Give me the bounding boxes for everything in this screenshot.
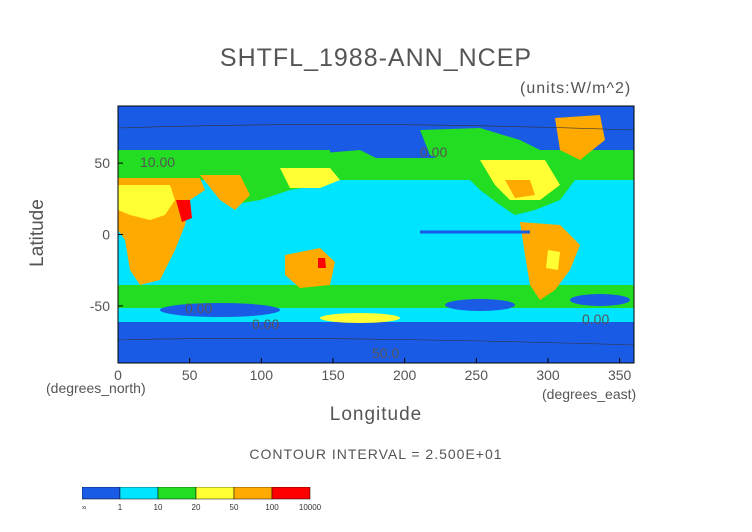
- contour-label: 0.00: [252, 316, 279, 332]
- contour-interval-label: CONTOUR INTERVAL = 2.500E+01: [249, 446, 503, 462]
- colorbar-segment: [233, 487, 273, 500]
- x-tick-label: 100: [250, 367, 274, 383]
- colorbar-label: 20: [192, 503, 201, 512]
- x-tick-label: 200: [393, 367, 417, 383]
- colorbar-label: 100: [265, 503, 279, 512]
- x-tick-label: 250: [465, 367, 489, 383]
- colorbar-label: 1: [118, 503, 123, 512]
- heatmap-plot: 10.00 0.00 0.00 0.00 0.00 50.0 0 50 100 150…: [90, 105, 635, 383]
- y-tick-label: 50: [94, 155, 110, 171]
- x-tick-label: 300: [536, 367, 560, 383]
- y-tick-label: -50: [90, 298, 110, 314]
- colorbar-segment: [195, 487, 235, 500]
- x-axis-label: Longitude: [329, 404, 423, 425]
- colorbar: -∞ 1 10 20 50 100 10000: [82, 487, 322, 512]
- contour-label: 0.00: [185, 300, 212, 316]
- x-tick-label: 150: [321, 367, 345, 383]
- heatmap-field: [118, 106, 634, 363]
- units-label: (units:W/m^2): [520, 80, 632, 97]
- colorbar-label: 50: [230, 503, 239, 512]
- colorbar-label: 10: [154, 503, 163, 512]
- x-tick-label: 50: [182, 367, 198, 383]
- colorbar-label: 10000: [299, 503, 322, 512]
- y-axis-ticks: 50 0 -50: [90, 155, 123, 314]
- contour-label: 10.00: [140, 154, 175, 170]
- x-tick-label: 0: [114, 367, 122, 383]
- chart-title: SHTFL_1988-ANN_NCEP: [219, 44, 533, 72]
- x-axis-ticks: 0 50 100 150 200 250 300 350: [114, 358, 632, 383]
- colorbar-segment: [157, 487, 197, 500]
- x-units-left-label: (degrees_north): [46, 380, 146, 396]
- colorbar-segment: [119, 487, 159, 500]
- y-tick-label: 0: [102, 227, 110, 243]
- contour-label: 0.00: [582, 311, 609, 327]
- x-units-right-label: (degrees_east): [542, 386, 637, 402]
- contour-label: 0.00: [420, 144, 447, 160]
- colorbar-segment: [271, 487, 311, 500]
- colorbar-segment: [82, 487, 121, 500]
- colorbar-label: -∞: [82, 503, 86, 512]
- x-tick-label: 350: [608, 367, 632, 383]
- contour-label: 50.0: [372, 345, 399, 361]
